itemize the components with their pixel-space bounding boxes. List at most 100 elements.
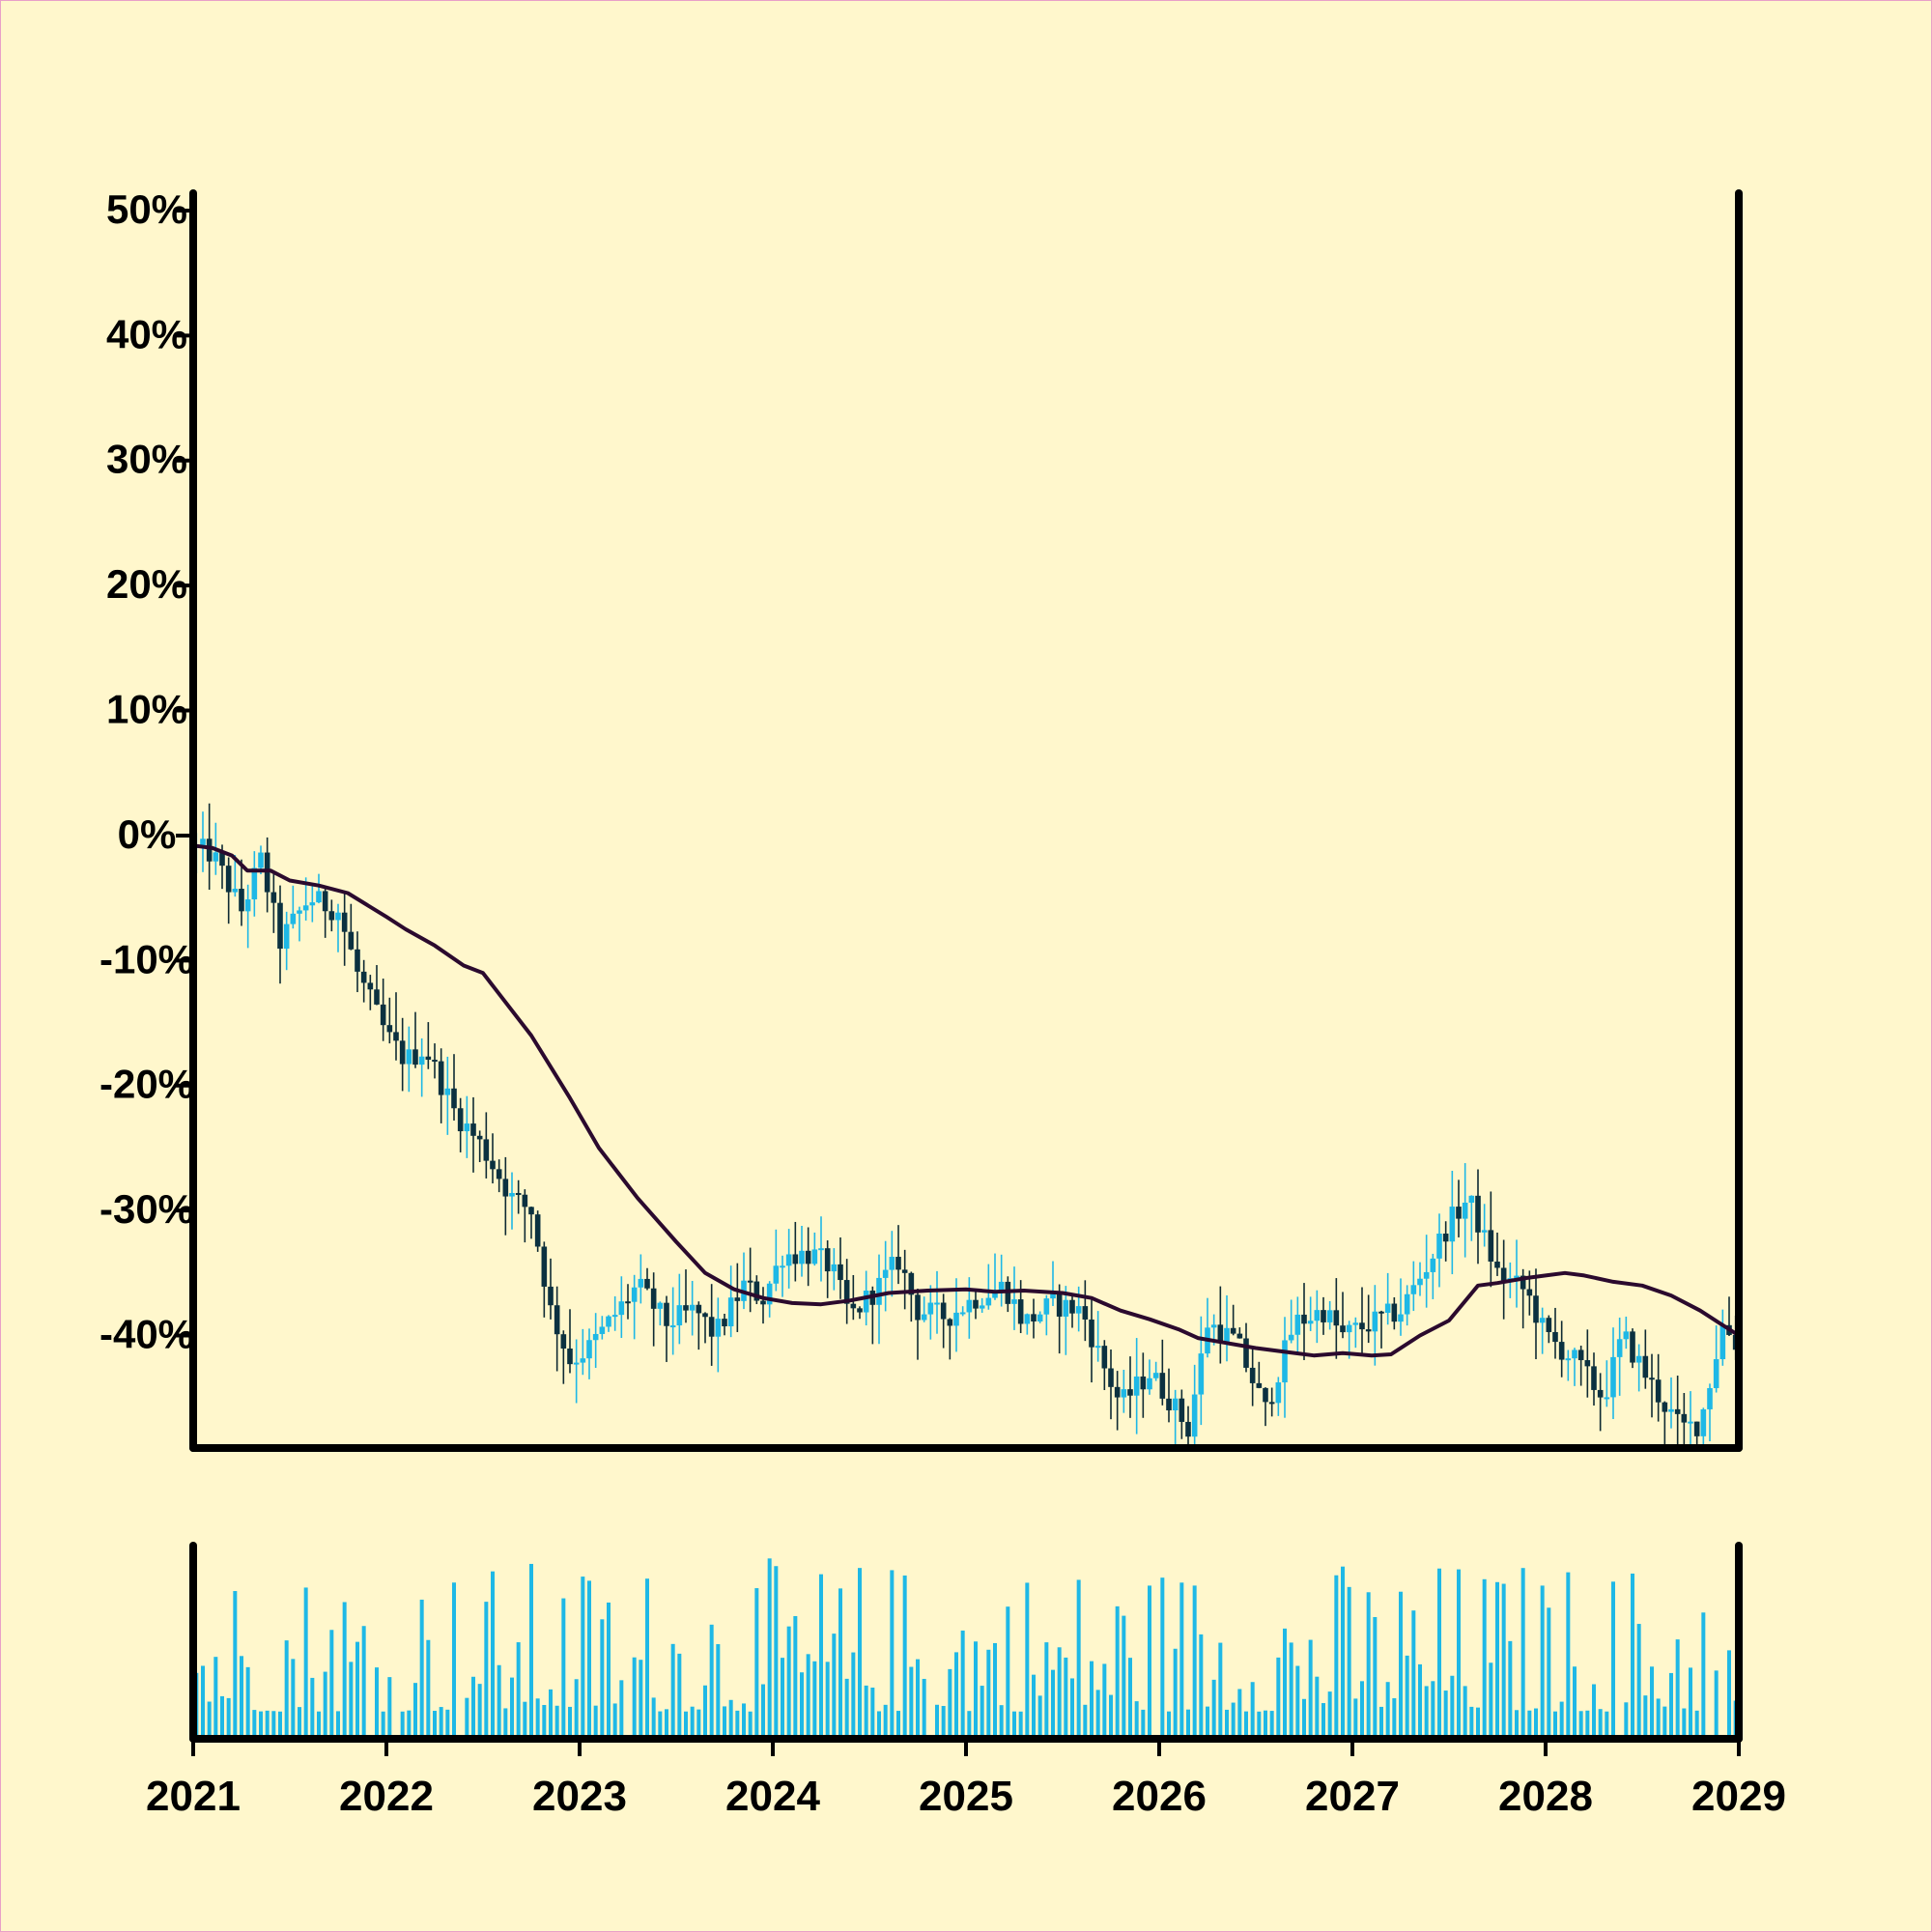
candle-up xyxy=(573,1362,580,1365)
volume-bar xyxy=(690,1706,695,1739)
candle-up xyxy=(1346,1324,1352,1333)
candle-up xyxy=(580,1358,586,1363)
volume-bar xyxy=(233,1591,238,1739)
volume-bar xyxy=(1559,1701,1564,1739)
volume-bar xyxy=(317,1711,321,1739)
candle-up xyxy=(1719,1324,1726,1360)
volume-bar xyxy=(1237,1689,1242,1739)
volume-bar xyxy=(677,1653,682,1739)
candle-up xyxy=(889,1257,895,1270)
candle-down xyxy=(1552,1331,1558,1343)
candle-up xyxy=(1011,1299,1017,1304)
candle-down xyxy=(225,866,232,893)
volume-bar xyxy=(1341,1566,1345,1739)
candle-down xyxy=(1256,1382,1263,1388)
volume-bar xyxy=(1508,1640,1513,1739)
volume-bar xyxy=(220,1695,224,1739)
volume-bar xyxy=(1682,1708,1687,1739)
volume-bar xyxy=(781,1658,784,1739)
y-tick-label: 0% xyxy=(118,811,177,857)
x-tick-label: 2023 xyxy=(532,1773,627,1820)
volume-bar xyxy=(1122,1615,1126,1739)
volume-bar xyxy=(902,1575,907,1739)
volume-bar xyxy=(1573,1666,1577,1739)
candle-down xyxy=(548,1286,554,1306)
volume-bar xyxy=(1701,1612,1706,1739)
candle-up xyxy=(1398,1314,1404,1322)
volume-bar xyxy=(806,1654,810,1739)
y-tick-label: -20% xyxy=(99,1062,194,1107)
volume-bar xyxy=(201,1665,205,1739)
volume-bar xyxy=(1115,1605,1120,1739)
volume-bar xyxy=(1012,1711,1016,1739)
y-tick-label: 40% xyxy=(106,311,187,356)
volume-bar xyxy=(1025,1582,1030,1739)
candle-up xyxy=(1404,1293,1410,1315)
candle-up xyxy=(611,1315,618,1318)
candle-up xyxy=(1094,1346,1101,1349)
candle-down xyxy=(399,1040,406,1065)
candle-up xyxy=(1436,1234,1442,1259)
candle-down xyxy=(457,1108,464,1132)
candle-down xyxy=(908,1272,915,1295)
volume-bar xyxy=(1225,1709,1229,1739)
candle-up xyxy=(799,1250,805,1264)
candle-up xyxy=(669,1325,676,1328)
volume-bar xyxy=(1064,1657,1068,1739)
candle-down xyxy=(792,1254,799,1264)
volume-bar xyxy=(542,1704,547,1739)
volume-bar xyxy=(858,1568,862,1739)
volume-bar xyxy=(684,1711,688,1739)
candle-up xyxy=(979,1305,985,1309)
candle-down xyxy=(843,1280,850,1304)
candle-down xyxy=(560,1334,567,1349)
candle-up xyxy=(1514,1275,1520,1279)
candle-down xyxy=(1662,1402,1668,1412)
candle-down xyxy=(534,1214,541,1247)
x-tick-label: 2027 xyxy=(1305,1773,1400,1820)
candle-down xyxy=(393,1032,399,1041)
candle-up xyxy=(1063,1299,1069,1317)
volume-bar xyxy=(240,1656,243,1739)
volume-bar xyxy=(974,1641,978,1739)
candle-up xyxy=(1713,1359,1719,1388)
moving-average-line xyxy=(192,843,1741,1358)
volume-bar xyxy=(1018,1711,1023,1739)
volume-bar xyxy=(748,1711,753,1739)
candle-down xyxy=(502,1179,509,1197)
volume-bar xyxy=(1134,1701,1139,1739)
volume-bar xyxy=(864,1685,868,1739)
candle-down xyxy=(1546,1318,1552,1332)
candle-up xyxy=(1121,1389,1127,1398)
volume-bar xyxy=(1437,1568,1441,1739)
candle-down xyxy=(567,1348,573,1365)
candle-down xyxy=(1391,1303,1398,1322)
x-tick-label: 2022 xyxy=(339,1773,434,1820)
candle-down xyxy=(239,889,244,912)
volume-bar xyxy=(909,1666,914,1739)
candle-down xyxy=(1630,1331,1635,1363)
candle-up xyxy=(309,902,316,906)
candle-down xyxy=(1597,1389,1604,1398)
volume-bar xyxy=(761,1684,765,1739)
candle-up xyxy=(297,910,302,914)
candle-up xyxy=(406,1049,412,1065)
candle-up xyxy=(1481,1230,1488,1233)
candle-up xyxy=(811,1249,818,1264)
candle-down xyxy=(1082,1306,1089,1320)
volume-bar xyxy=(793,1615,798,1739)
candle-down xyxy=(1127,1389,1133,1396)
candle-down xyxy=(1494,1261,1500,1268)
candle-up xyxy=(1210,1324,1217,1328)
volume-bar xyxy=(1727,1650,1731,1739)
volume-bar xyxy=(568,1706,572,1739)
volume-bar xyxy=(349,1662,354,1739)
volume-bar xyxy=(439,1707,443,1739)
candle-down xyxy=(528,1207,534,1215)
volume-bar xyxy=(742,1703,746,1739)
volume-bar xyxy=(1160,1577,1165,1739)
candle-down xyxy=(760,1300,766,1305)
volume-bar xyxy=(825,1662,830,1739)
volume-bar xyxy=(1173,1648,1178,1739)
